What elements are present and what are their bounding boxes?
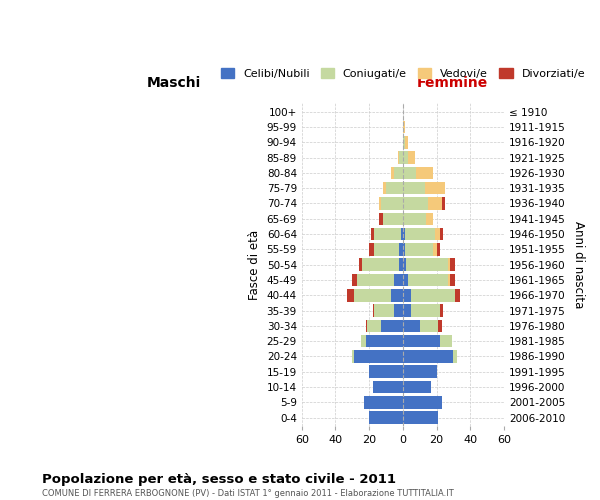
Bar	[381, 320, 403, 332]
Y-axis label: Anni di nascita: Anni di nascita	[572, 221, 585, 308]
Bar	[403, 182, 425, 194]
Bar	[369, 243, 374, 256]
Bar	[394, 166, 403, 179]
Bar	[454, 350, 457, 362]
Bar	[411, 289, 455, 302]
Bar	[442, 197, 445, 210]
Bar	[437, 243, 440, 256]
Bar	[403, 289, 411, 302]
Bar	[383, 212, 403, 225]
Bar	[403, 212, 427, 225]
Bar	[428, 197, 442, 210]
Bar	[391, 289, 403, 302]
Bar	[374, 228, 401, 240]
Bar	[403, 304, 411, 317]
Bar	[403, 350, 454, 362]
Bar	[408, 152, 415, 164]
Bar	[381, 197, 403, 210]
Bar	[403, 320, 419, 332]
Bar	[394, 304, 403, 317]
Bar	[403, 166, 416, 179]
Bar	[354, 350, 403, 362]
Bar	[364, 396, 403, 408]
Bar	[347, 289, 354, 302]
Bar	[403, 228, 404, 240]
Bar	[379, 197, 381, 210]
Bar	[367, 320, 381, 332]
Bar	[403, 152, 408, 164]
Bar	[403, 136, 404, 148]
Bar	[403, 243, 404, 256]
Bar	[400, 243, 403, 256]
Bar	[450, 274, 455, 286]
Bar	[406, 258, 448, 271]
Bar	[354, 289, 391, 302]
Bar	[427, 212, 433, 225]
Bar	[369, 366, 403, 378]
Bar	[352, 350, 354, 362]
Bar	[373, 304, 374, 317]
Bar	[400, 258, 403, 271]
Bar	[379, 212, 383, 225]
Bar	[369, 412, 403, 424]
Bar	[440, 304, 443, 317]
Bar	[403, 197, 428, 210]
Bar	[403, 258, 406, 271]
Bar	[448, 274, 450, 286]
Bar	[433, 243, 437, 256]
Bar	[455, 289, 460, 302]
Bar	[359, 258, 362, 271]
Bar	[438, 320, 442, 332]
Bar	[411, 304, 440, 317]
Bar	[403, 396, 442, 408]
Bar	[366, 320, 367, 332]
Bar	[403, 121, 404, 134]
Text: Femmine: Femmine	[417, 76, 488, 90]
Text: COMUNE DI FERRERA ERBOGNONE (PV) - Dati ISTAT 1° gennaio 2011 - Elaborazione TUT: COMUNE DI FERRERA ERBOGNONE (PV) - Dati …	[42, 489, 454, 498]
Bar	[403, 335, 440, 347]
Bar	[361, 335, 366, 347]
Bar	[366, 335, 403, 347]
Bar	[404, 136, 408, 148]
Bar	[448, 258, 450, 271]
Text: Popolazione per età, sesso e stato civile - 2011: Popolazione per età, sesso e stato civil…	[42, 472, 396, 486]
Bar	[373, 380, 403, 394]
Bar	[386, 182, 403, 194]
Bar	[403, 274, 408, 286]
Bar	[408, 274, 448, 286]
Bar	[403, 380, 431, 394]
Bar	[374, 243, 400, 256]
Bar	[440, 228, 443, 240]
Bar	[416, 166, 433, 179]
Bar	[403, 366, 437, 378]
Bar	[440, 335, 452, 347]
Bar	[435, 228, 440, 240]
Bar	[391, 166, 394, 179]
Bar	[404, 243, 433, 256]
Bar	[450, 258, 455, 271]
Bar	[425, 182, 445, 194]
Bar	[394, 274, 403, 286]
Bar	[419, 320, 438, 332]
Bar	[404, 228, 435, 240]
Bar	[358, 274, 394, 286]
Bar	[400, 152, 403, 164]
Bar	[398, 152, 400, 164]
Text: Maschi: Maschi	[146, 76, 200, 90]
Bar	[383, 182, 386, 194]
Bar	[374, 304, 394, 317]
Bar	[371, 228, 374, 240]
Bar	[401, 228, 403, 240]
Bar	[352, 274, 358, 286]
Legend: Celibi/Nubili, Coniugati/e, Vedovi/e, Divorziati/e: Celibi/Nubili, Coniugati/e, Vedovi/e, Di…	[216, 64, 589, 84]
Bar	[362, 258, 400, 271]
Bar	[403, 412, 438, 424]
Y-axis label: Fasce di età: Fasce di età	[248, 230, 261, 300]
